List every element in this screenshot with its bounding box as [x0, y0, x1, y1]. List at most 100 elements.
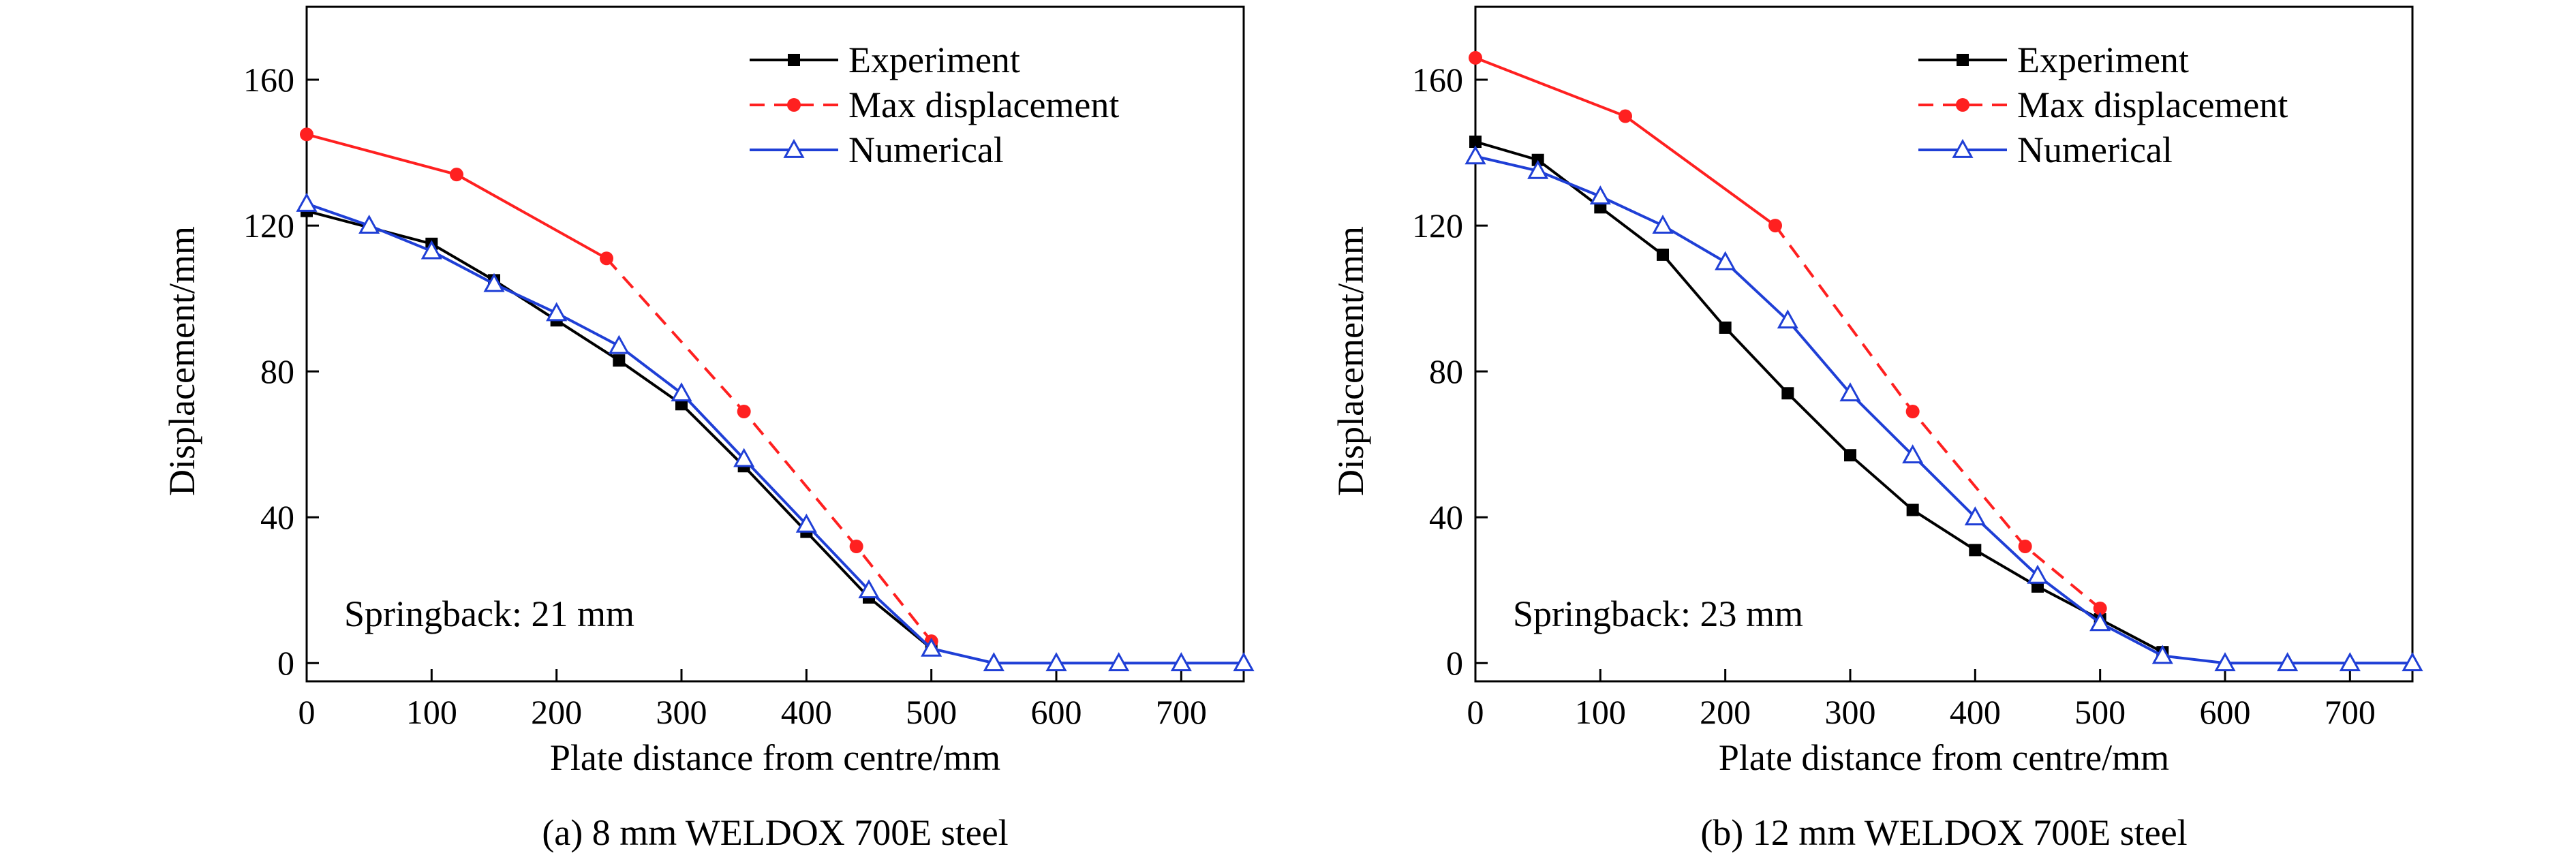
legend-marker	[1957, 54, 1969, 66]
data-point	[1844, 449, 1856, 462]
plot-frame	[305, 5, 1245, 683]
data-point	[1781, 387, 1794, 400]
data-point	[2089, 612, 2111, 632]
series-line-dashed	[605, 257, 933, 642]
legend-marker	[783, 138, 805, 158]
data-point	[1527, 159, 1549, 179]
x-tick-label: 0	[298, 693, 316, 731]
x-tick-label: 400	[781, 693, 832, 731]
legend-item: Experiment	[1918, 40, 2189, 80]
data-point	[858, 579, 880, 599]
data-point	[1465, 145, 1486, 165]
data-point	[600, 251, 613, 266]
series-max-displacement	[300, 127, 938, 649]
plot-frame	[1474, 5, 2414, 683]
data-point	[1469, 50, 1482, 65]
x-axis-label: Plate distance from centre/mm	[550, 737, 1000, 778]
y-tick-label: 80	[1429, 352, 1463, 390]
data-point	[671, 382, 692, 402]
data-point	[2151, 645, 2173, 664]
x-axis-label: Plate distance from centre/mm	[1719, 737, 2169, 778]
data-point	[450, 168, 463, 182]
y-tick-label: 80	[260, 352, 294, 390]
data-point	[1589, 185, 1611, 205]
data-point	[1902, 444, 1924, 464]
data-point	[296, 192, 318, 212]
y-tick-label: 0	[1446, 644, 1463, 682]
data-point	[2277, 652, 2299, 672]
legend-item: Numerical	[750, 129, 1004, 170]
legend-item: Max displacement	[1918, 84, 2288, 125]
data-point	[1905, 405, 1920, 418]
y-tick-label: 120	[1412, 206, 1463, 245]
data-point	[1768, 219, 1782, 233]
series-line	[1475, 155, 2412, 665]
data-point	[1469, 136, 1482, 148]
y-tick-label: 40	[260, 498, 294, 536]
data-point	[608, 335, 630, 354]
y-tick-label: 120	[243, 206, 294, 245]
data-point	[2018, 540, 2032, 553]
x-tick-label: 300	[656, 693, 707, 731]
x-tick-label: 100	[1575, 693, 1626, 731]
data-point	[483, 273, 505, 292]
data-point	[849, 540, 863, 553]
springback-annotation: Springback: 21 mm	[344, 593, 634, 634]
data-point	[1969, 544, 1982, 557]
chart-panel-b: 0 100 200 300 400 500 600 700 0 40 80 120 160 Plate d…	[1330, 5, 2423, 853]
data-point	[2402, 652, 2423, 672]
y-tick-label: 160	[1412, 61, 1463, 99]
x-tick-label: 300	[1825, 693, 1876, 731]
data-point	[1906, 503, 1919, 516]
data-point	[1233, 652, 1255, 672]
data-point	[613, 354, 626, 367]
legend-marker	[1956, 98, 1969, 112]
x-tick-label: 500	[2074, 693, 2126, 731]
legend-label: Experiment	[848, 40, 1020, 80]
data-point	[1715, 251, 1736, 270]
y-axis-label: Displacement/mm	[1330, 226, 1371, 496]
legend-marker	[787, 98, 801, 112]
x-tick-label: 200	[1700, 693, 1751, 731]
data-point	[1170, 652, 1192, 672]
x-tick-label: 200	[531, 693, 582, 731]
legend-label: Numerical	[2017, 129, 2173, 170]
x-tick-label: 700	[1156, 693, 1207, 731]
legend-item: Experiment	[750, 40, 1020, 80]
x-tick-label: 600	[2200, 693, 2251, 731]
series-line	[306, 202, 1244, 665]
data-point	[1839, 382, 1861, 402]
chart-panel-a: 0 100 200 300 400 500 600 700 0 40 80 120 160 Plate d…	[162, 5, 1255, 853]
data-point	[300, 127, 313, 142]
y-axis-label: Displacement/mm	[162, 226, 202, 496]
data-point	[2339, 652, 2361, 672]
x-tick-label: 400	[1950, 693, 2001, 731]
legend-item: Max displacement	[750, 84, 1119, 125]
x-tick-label: 500	[906, 693, 957, 731]
data-point	[1619, 109, 1632, 123]
data-point	[733, 448, 755, 467]
series-numerical	[296, 192, 1255, 672]
series-line	[306, 209, 932, 650]
data-point	[737, 405, 751, 418]
panel-caption: (a) 8 mm WELDOX 700E steel	[542, 812, 1008, 853]
data-point	[1657, 248, 1669, 261]
data-point	[1777, 309, 1798, 329]
legend-label: Max displacement	[2017, 84, 2288, 125]
x-tick-label: 100	[406, 693, 457, 731]
data-point	[2027, 564, 2049, 584]
legend-label: Max displacement	[848, 84, 1119, 125]
y-tick-label: 40	[1429, 498, 1463, 536]
data-point	[795, 513, 817, 533]
panel-caption: (b) 12 mm WELDOX 700E steel	[1700, 812, 2187, 853]
series-line	[1475, 140, 2164, 653]
data-point	[2093, 601, 2107, 615]
data-point	[420, 240, 442, 260]
legend-label: Numerical	[848, 129, 1004, 170]
y-tick-label: 160	[243, 61, 294, 99]
legend-marker	[788, 54, 800, 66]
data-point	[921, 637, 942, 657]
